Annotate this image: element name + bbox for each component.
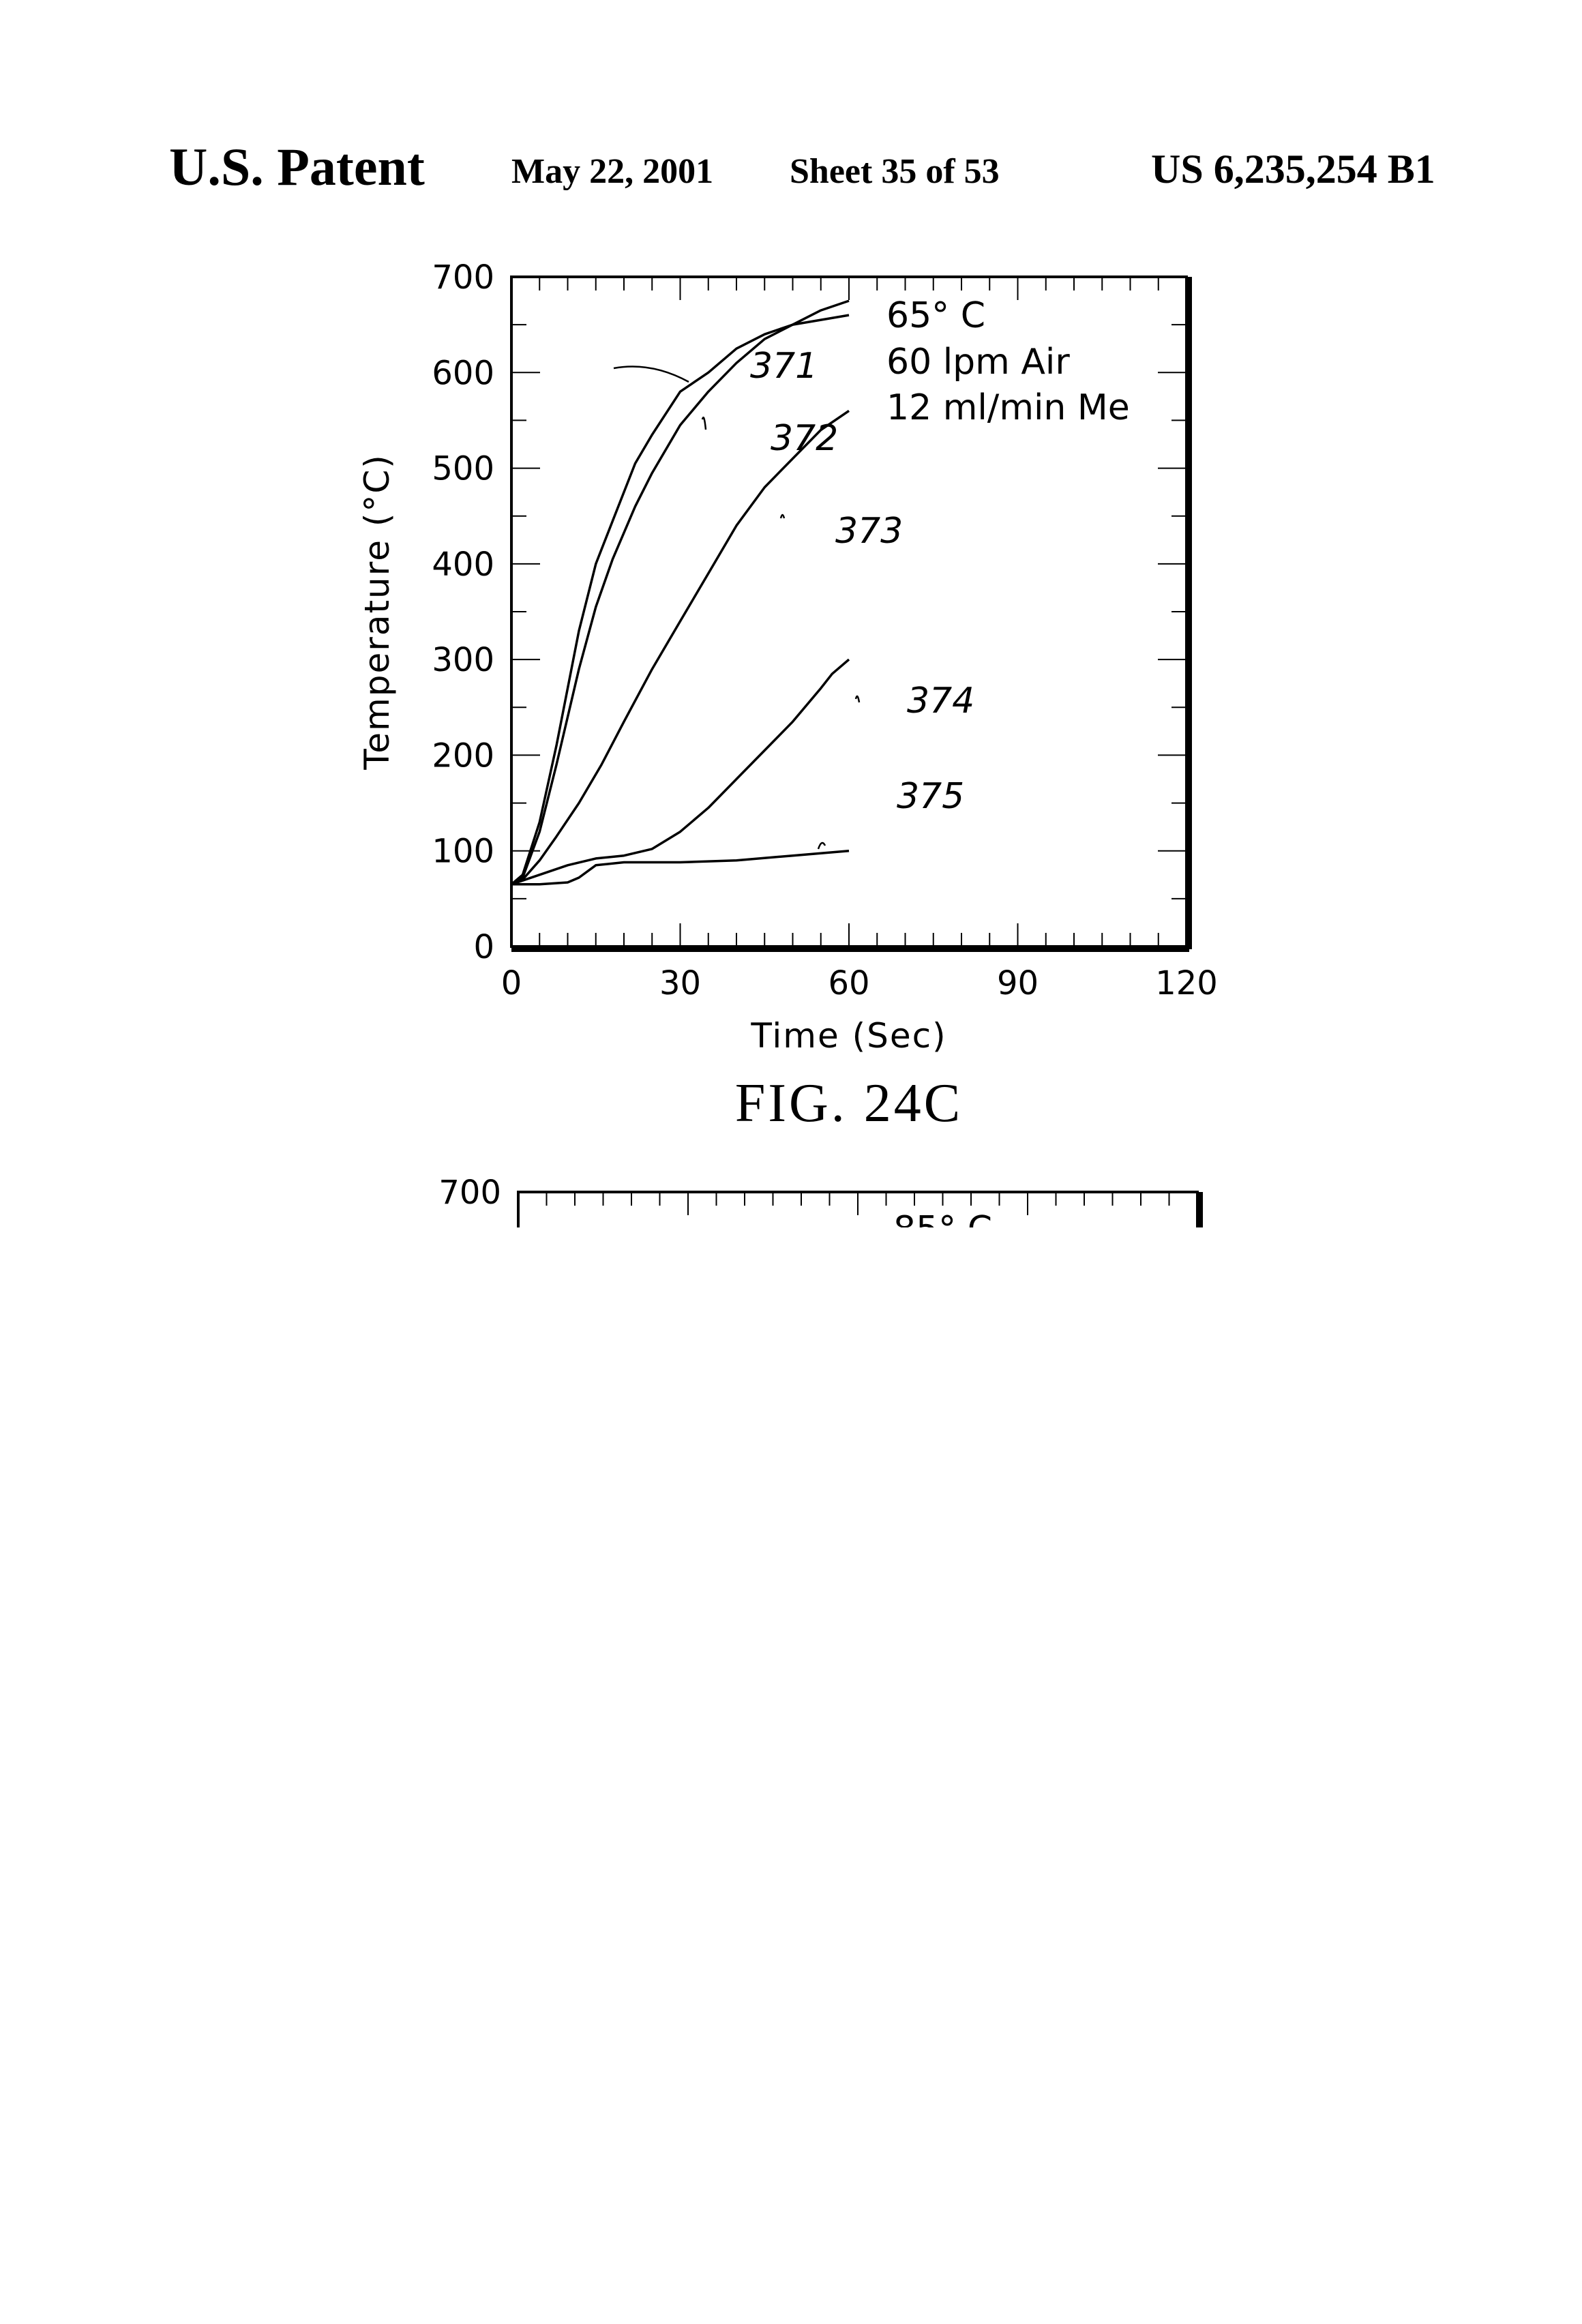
condition-annotation: 85° C bbox=[893, 1209, 992, 1227]
y-tick-label: 700 bbox=[438, 1174, 501, 1212]
figure-24d: 03060901200100200300400500600700Time (Se… bbox=[0, 0, 1582, 1227]
